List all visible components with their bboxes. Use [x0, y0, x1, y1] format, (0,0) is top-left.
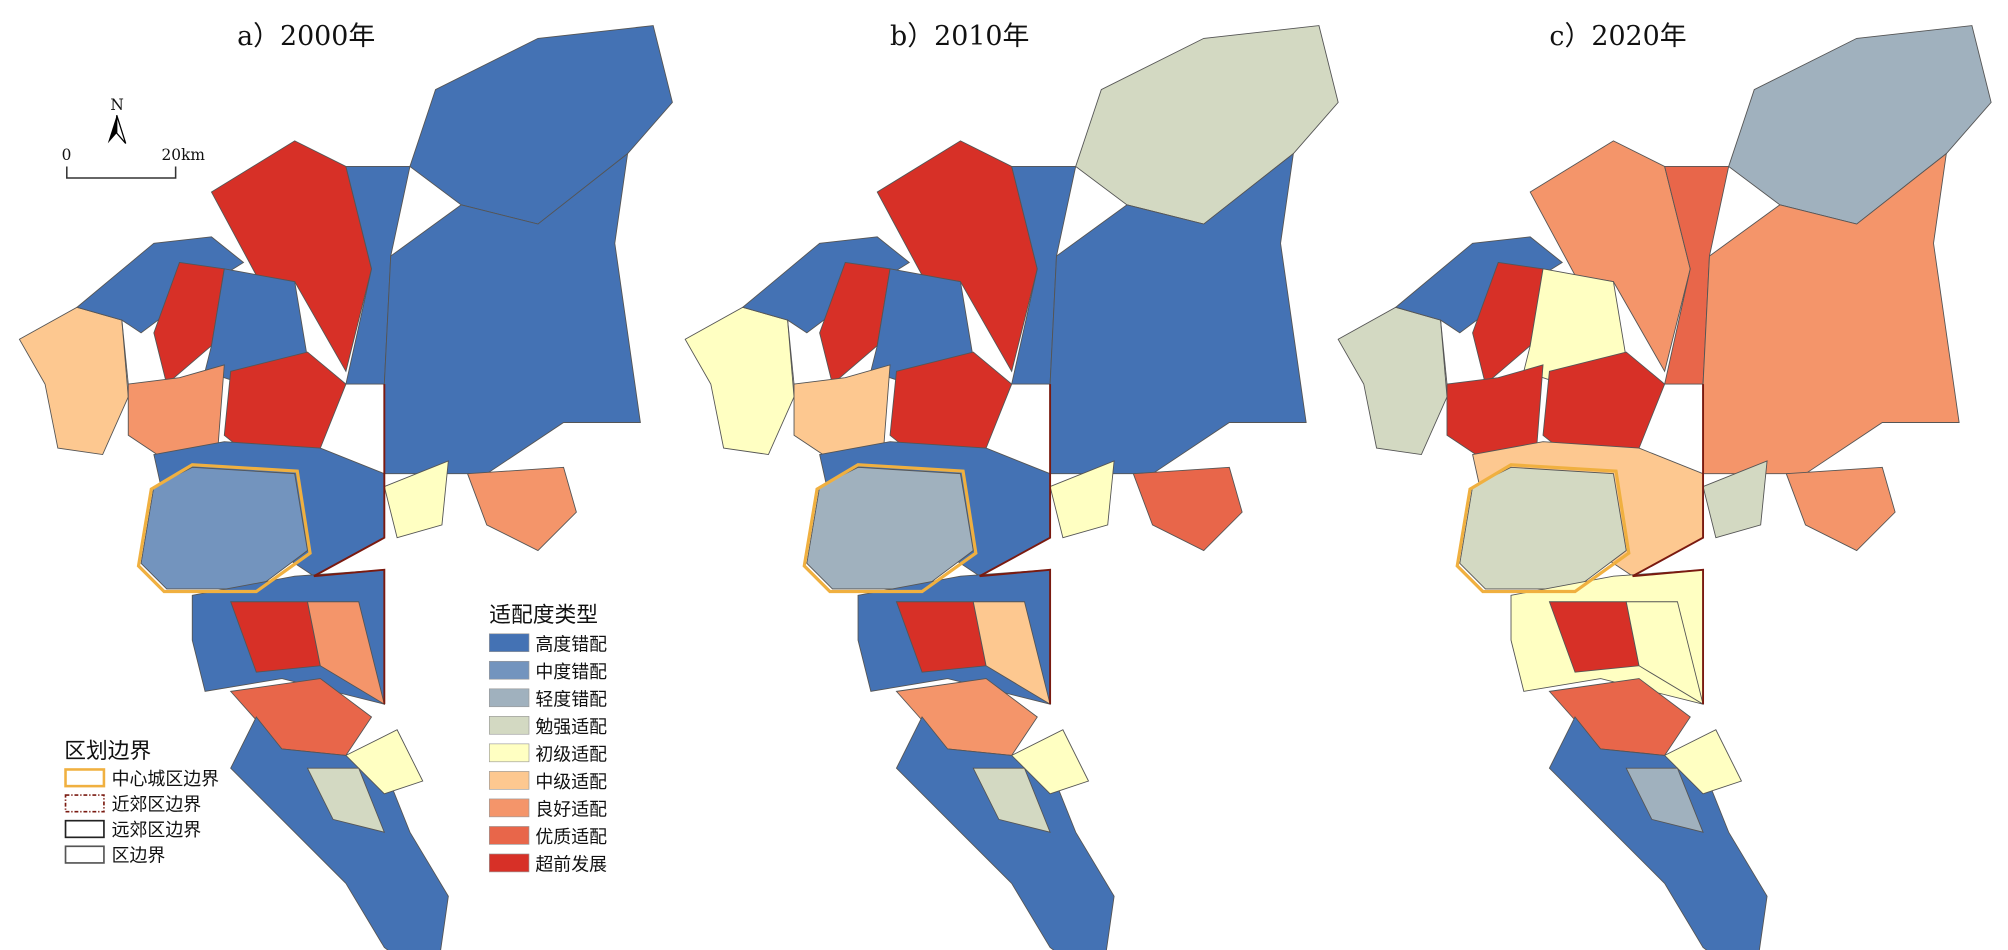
legend-swatch: [488, 716, 530, 735]
district-region: [1337, 306, 1448, 456]
suburb-boundary: [1632, 384, 1705, 705]
district-region: [383, 460, 449, 539]
scale-bar-start: 0: [62, 146, 72, 164]
legend-label: 中级适配: [535, 772, 607, 793]
legend-swatch: [488, 688, 530, 708]
district-region: [684, 306, 795, 456]
scale-bar-end: 20km: [162, 146, 206, 164]
district-region: [972, 767, 1051, 833]
district-region: [1625, 767, 1704, 833]
legend-swatch: [488, 771, 530, 790]
central-city-boundary: [802, 463, 978, 594]
legend-swatch: [488, 798, 530, 818]
district-region: [1728, 25, 1992, 225]
district-region: [409, 25, 673, 225]
map-panel-0: [18, 25, 673, 950]
district-region: [1132, 466, 1243, 552]
legend-swatch: [488, 633, 530, 653]
north-arrow-icon-outline: [116, 115, 127, 144]
district-region: [1663, 729, 1743, 795]
legend-label: 良好适配: [535, 800, 607, 821]
district-region: [140, 466, 308, 590]
scale-bar: 0 20km: [62, 146, 206, 179]
central-city-boundary: [136, 463, 312, 594]
legend-boundary-label: 远郊区边界: [112, 820, 202, 841]
legend-swatch: [488, 853, 530, 873]
legend-label: 高度错配: [535, 634, 607, 655]
legend-swatch: [488, 826, 530, 845]
legend-boundary-label: 中心城区边界: [112, 769, 220, 790]
legend-label: 中度错配: [535, 662, 607, 683]
suburb-boundary: [979, 384, 1052, 705]
legend-swatch: [488, 743, 530, 763]
district-region: [230, 716, 449, 950]
district-region: [1049, 460, 1115, 539]
north-arrow: N: [107, 96, 127, 144]
district-region: [819, 261, 891, 385]
district-region: [1459, 466, 1627, 590]
legend-boundary-title: 区划边界: [64, 739, 151, 764]
legend-boundary-swatch: [64, 768, 106, 788]
legend-boundary-swatch: [64, 794, 105, 813]
district-region: [806, 466, 974, 590]
legend-label: 优质适配: [535, 827, 607, 848]
legend-label: 轻度错配: [535, 689, 607, 710]
district-region: [1010, 729, 1090, 795]
legend-fit-type: 适配度类型高度错配中度错配轻度错配勉强适配初级适配中级适配良好适配优质适配超前发…: [488, 603, 607, 876]
legend-boundary-label: 区边界: [112, 846, 166, 867]
legend-boundary-swatch: [64, 845, 105, 864]
district-region: [1785, 466, 1896, 552]
legend-label: 勉强适配: [535, 717, 607, 738]
map-title-2010: b）2010年: [890, 21, 1029, 52]
north-arrow-icon: [107, 115, 117, 144]
map-title-2000: a）2000年: [237, 21, 375, 52]
district-region: [18, 306, 129, 456]
district-region: [1548, 716, 1768, 950]
legend-boundary-label: 近郊区边界: [112, 794, 202, 815]
map-panel-2: [1337, 25, 1992, 950]
district-region: [345, 729, 424, 795]
map-panel-1: [684, 25, 1339, 950]
district-region: [895, 716, 1115, 950]
legend-label: 超前发展: [535, 855, 607, 876]
district-region: [1075, 25, 1339, 225]
legend-fit-title: 适配度类型: [489, 603, 598, 628]
legend-boundary-swatch: [64, 819, 105, 839]
district-region: [1472, 261, 1544, 385]
legend-swatch: [488, 660, 530, 680]
central-city-boundary: [1455, 463, 1631, 594]
district-region: [306, 767, 386, 833]
suburb-boundary: [313, 384, 386, 705]
north-arrow-label: N: [110, 96, 123, 114]
district-region: [1702, 460, 1768, 539]
district-region: [153, 261, 225, 385]
map-title-2020: c）2020年: [1549, 21, 1686, 52]
district-region: [466, 466, 577, 552]
legend-label: 初级适配: [535, 745, 607, 766]
